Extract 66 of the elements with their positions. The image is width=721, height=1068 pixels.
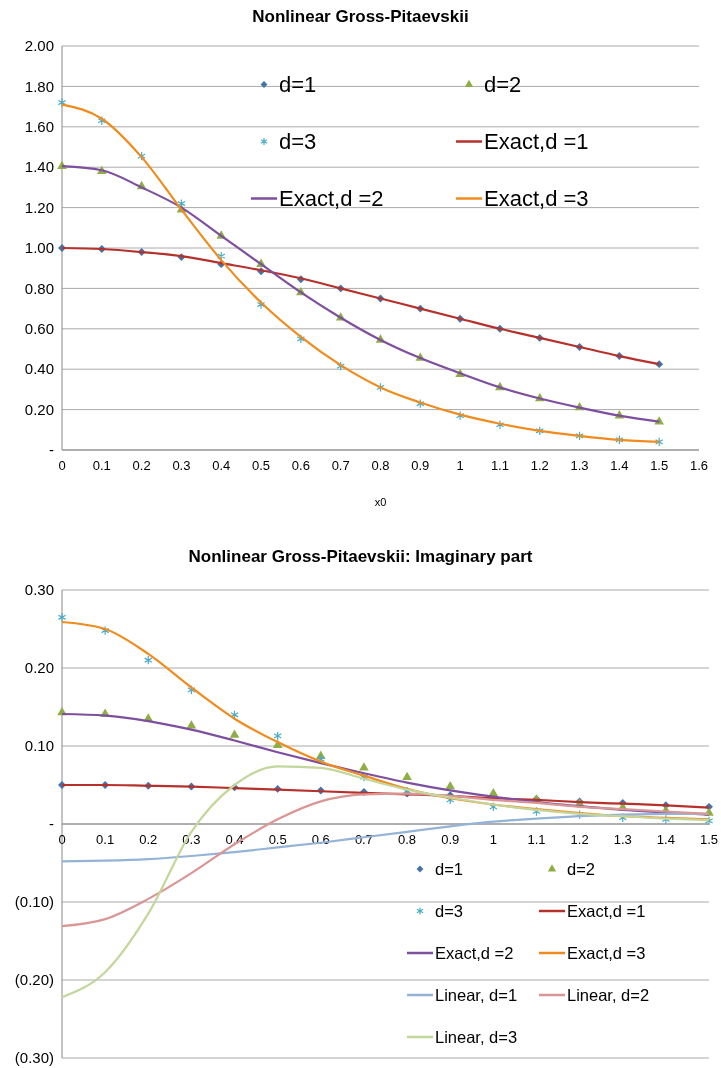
x-tick-label: 0 (58, 458, 66, 473)
y-tick-label: (0.10) (14, 893, 54, 911)
legend-label: Exact,d =3 (484, 186, 589, 212)
x-tick-label: 1.5 (650, 458, 669, 473)
x-tick-label: 0.4 (212, 458, 231, 473)
y-tick-label: 0.60 (24, 320, 54, 338)
y-tick-label: 0.30 (24, 581, 54, 599)
x-tick-label: 1.4 (610, 458, 629, 473)
legend-label: Exact,d =1 (484, 129, 589, 155)
x-tick-label: 1 (489, 832, 497, 847)
legend-label: d=3 (435, 901, 463, 920)
x-tick-label: 1.5 (699, 832, 719, 847)
x-tick-label: 0.3 (172, 458, 191, 473)
x-tick-label: 0.9 (411, 458, 430, 473)
legend-label: d=1 (279, 72, 317, 98)
y-tick-label: - (49, 815, 54, 833)
y-tick-label: 0.80 (24, 279, 54, 297)
y-tick-label: (0.20) (14, 971, 54, 989)
legend-label: d=1 (435, 859, 463, 878)
legend-label: Exact,d =2 (279, 186, 384, 212)
x-tick-label: 1 (456, 458, 464, 473)
legend-label: Linear, d=1 (435, 985, 518, 1004)
y-tick-label: 1.00 (24, 239, 54, 257)
y-tick-label: 1.60 (24, 118, 54, 136)
x-tick-label: 0.1 (96, 832, 115, 847)
x-axis-title: x0 (374, 496, 387, 508)
x-tick-label: 1.1 (527, 832, 546, 847)
x-tick-label: 0.5 (268, 832, 287, 847)
x-tick-label: 0 (58, 832, 66, 847)
y-tick-label: 0.20 (24, 400, 54, 418)
y-tick-label: 0.10 (24, 737, 54, 755)
y-tick-label: 0.40 (24, 360, 54, 378)
chart-title: Nonlinear Gross-Pitaevskii (252, 7, 469, 26)
y-tick-label: (0.30) (14, 1049, 54, 1067)
chart-title: Nonlinear Gross-Pitaevskii: Imaginary part (188, 547, 533, 566)
y-tick-label: 1.40 (24, 158, 54, 176)
x-tick-label: 1.4 (656, 832, 675, 847)
x-tick-label: 1.1 (490, 458, 509, 473)
x-tick-label: 1.6 (689, 458, 709, 473)
y-tick-label: 2.00 (24, 37, 54, 55)
x-tick-label: 0.9 (441, 832, 460, 847)
legend-label: Linear, d=3 (435, 1027, 518, 1046)
y-tick-label: 1.80 (24, 77, 54, 95)
legend-label: d=2 (484, 72, 522, 98)
x-tick-label: 0.7 (331, 458, 350, 473)
legend-label: d=2 (567, 859, 595, 878)
x-tick-label: 0.3 (182, 832, 201, 847)
y-tick-label: - (49, 441, 54, 459)
x-tick-label: 1.2 (530, 458, 549, 473)
legend-label: d=3 (279, 129, 317, 155)
legend-label: Exact,d =1 (567, 901, 646, 920)
y-tick-label: 0.20 (24, 659, 54, 677)
x-tick-label: 0.1 (92, 458, 111, 473)
legend-label: Linear, d=2 (567, 985, 650, 1004)
x-tick-label: 0.6 (291, 458, 310, 473)
legend-label: Exact,d =2 (435, 943, 514, 962)
y-tick-label: 1.20 (24, 198, 54, 216)
x-tick-label: 1.2 (570, 832, 589, 847)
x-tick-label: 0.8 (371, 458, 390, 473)
x-tick-label: 0.5 (252, 458, 271, 473)
x-tick-label: 0.2 (132, 458, 151, 473)
x-tick-label: 1.3 (570, 458, 589, 473)
x-tick-label: 0.2 (139, 832, 158, 847)
legend-label: Exact,d =3 (567, 943, 646, 962)
x-tick-label: 0.8 (398, 832, 417, 847)
x-tick-label: 1.3 (613, 832, 632, 847)
